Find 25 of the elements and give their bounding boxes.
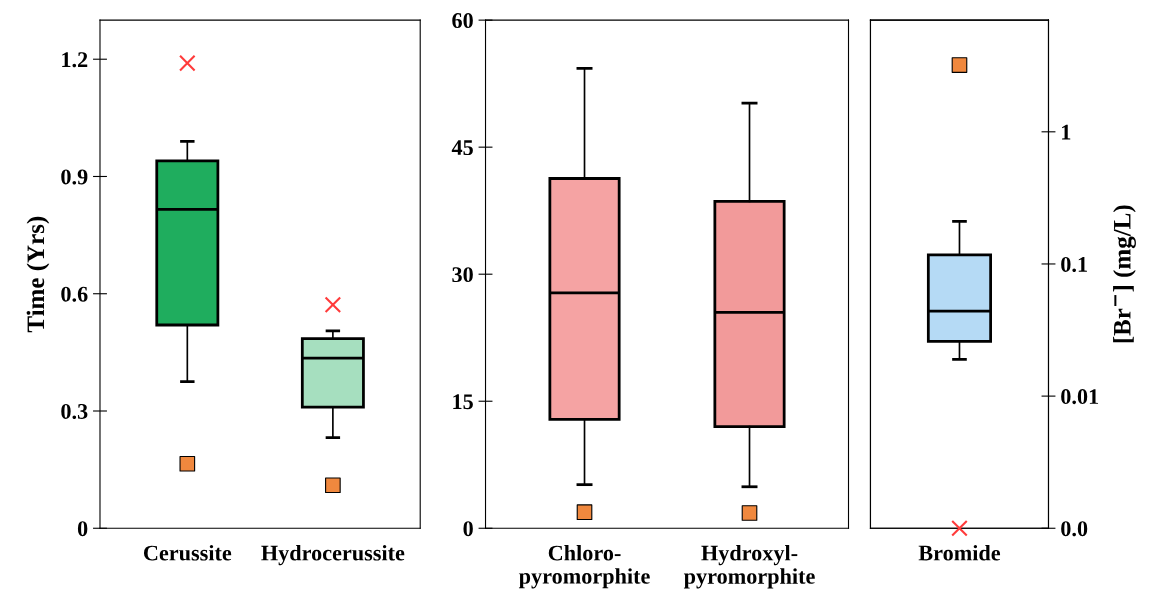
y2-tick-label: 1 <box>1062 124 1071 140</box>
point <box>325 477 341 494</box>
point <box>179 455 196 472</box>
y-tick-label: 0 <box>463 521 473 537</box>
y-tick-label: 0.6 <box>61 286 88 302</box>
y-tick-label: 0 <box>77 521 88 537</box>
y2-axis-title: [Br$^{−}$] (mg/L) <box>1113 205 1136 343</box>
point <box>179 54 196 72</box>
x-tick-label: Bromide <box>918 544 1001 561</box>
y-axis-title: Time (Yrs) <box>26 216 50 333</box>
y-tick-label: 0.9 <box>61 169 88 185</box>
y2-tick-label: 0.0 <box>1061 521 1088 537</box>
x-tick-label: Hydroxyl- pyromorphite <box>683 544 815 589</box>
y-tick-label: 30 <box>452 267 473 283</box>
y2-tick-label: 0.01 <box>1061 389 1099 405</box>
y-tick-label: 0.3 <box>61 403 88 420</box>
y-tick-label: 15 <box>453 394 473 410</box>
point <box>324 296 342 314</box>
x-tick-label: Chloro- pyromorphite <box>518 544 650 589</box>
y-tick-label: 1.2 <box>62 52 88 68</box>
x-tick-label: Hydrocerussite <box>261 544 405 566</box>
y2-tick-label: 0.1 <box>1061 256 1087 272</box>
y-tick-label: 60 <box>452 13 473 29</box>
x-tick-label: Cerussite <box>143 544 232 561</box>
y-tick-label: 45 <box>451 140 473 156</box>
